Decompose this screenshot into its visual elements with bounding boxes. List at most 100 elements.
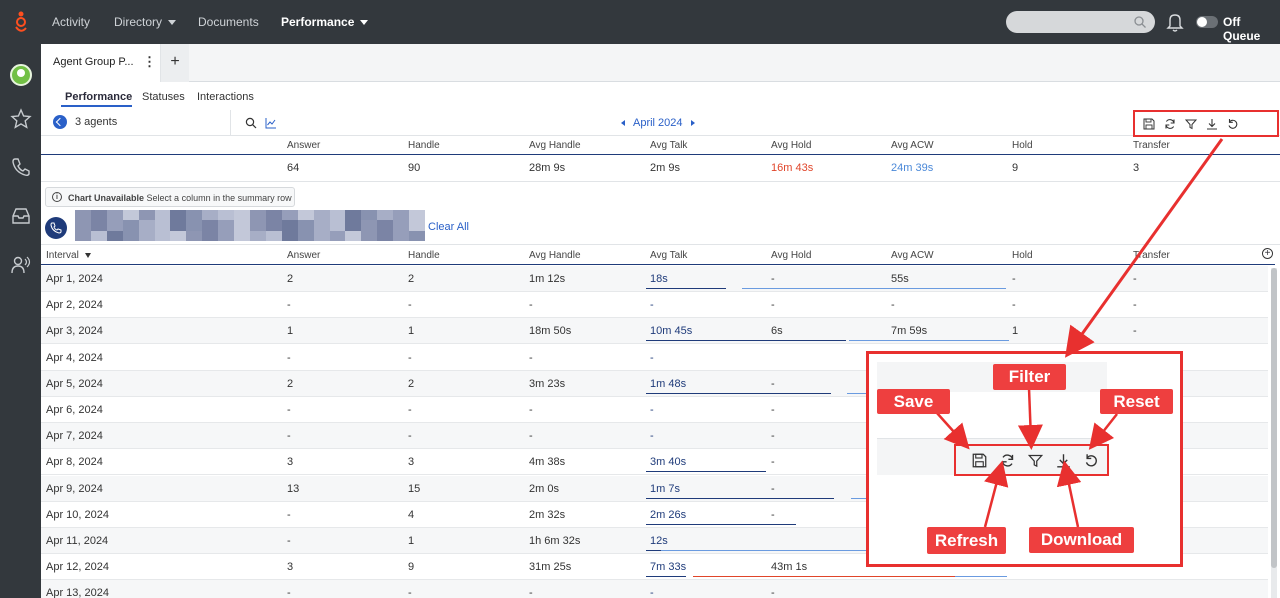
line-chart-icon[interactable]	[265, 117, 277, 129]
redaction-pixel	[250, 220, 266, 231]
save-icon[interactable]	[1143, 118, 1155, 130]
download-icon[interactable]	[1206, 118, 1218, 130]
callout-icons-highlight	[954, 444, 1109, 476]
table-cell: -	[771, 482, 775, 495]
table-col-header[interactable]: Avg ACW	[891, 250, 934, 261]
table-cell: 1h 6m 32s	[529, 535, 581, 547]
table-cell: Apr 11, 2024	[46, 535, 109, 547]
search-input[interactable]	[1006, 11, 1155, 33]
tab-agent-group-performance[interactable]: Agent Group P... ⋮	[41, 44, 161, 82]
filter-icon[interactable]	[1185, 118, 1197, 130]
summary-value[interactable]: 9	[1012, 162, 1019, 174]
table-col-header[interactable]: Transfer	[1133, 250, 1170, 261]
summary-value[interactable]: 3	[1133, 162, 1140, 174]
summary-col-header[interactable]: Avg Talk	[650, 140, 688, 151]
avatar[interactable]	[10, 64, 32, 86]
table-row[interactable]: Apr 2, 2024 - - - - - - - -	[41, 292, 1268, 319]
summary-value[interactable]: 28m 9s	[529, 162, 566, 174]
table-cell: 9	[408, 561, 415, 574]
summary-col-header[interactable]: Avg Handle	[529, 140, 581, 151]
phone-media-filter[interactable]	[45, 217, 67, 239]
table-row[interactable]: Apr 4, 2024 - - - -	[41, 345, 1268, 371]
bell-icon[interactable]	[1166, 12, 1184, 32]
table-cell: 1	[408, 535, 415, 547]
redaction-pixel	[377, 230, 394, 241]
add-column-icon[interactable]: +	[1262, 248, 1273, 259]
table-col-header[interactable]: Hold	[1012, 250, 1033, 261]
summary-value[interactable]: 24m 39s	[891, 162, 934, 174]
subtab-interactions[interactable]: Interactions	[197, 91, 254, 103]
table-row[interactable]: Apr 3, 2024 1 1 18m 50s 10m 45s 6s 7m 59s 1 -	[41, 318, 1268, 345]
redaction-pixel	[377, 210, 394, 221]
month-label[interactable]: April 2024	[633, 117, 683, 129]
table-cell: Apr 5, 2024	[46, 377, 103, 390]
scrollbar-thumb[interactable]	[1271, 268, 1277, 568]
table-row[interactable]: Apr 12, 2024 3 9 31m 25s 7m 33s 43m 1s	[41, 554, 1268, 581]
table-cell: 1m 48s	[650, 377, 687, 390]
clear-all-link[interactable]: Clear All	[428, 221, 469, 233]
summary-col-header[interactable]: Transfer	[1133, 140, 1170, 151]
table-row[interactable]: Apr 13, 2024 - - - - -	[41, 580, 1268, 598]
table-cell: 1	[408, 325, 415, 338]
next-month-button[interactable]	[691, 120, 695, 126]
search-icon[interactable]	[245, 117, 257, 129]
table-row[interactable]: Apr 10, 2024 - 4 2m 32s 2m 26s -	[41, 502, 1268, 528]
summary-col-header[interactable]: Hold	[1012, 140, 1033, 151]
metric-bar	[646, 523, 796, 525]
table-col-header[interactable]: Avg Hold	[771, 250, 811, 261]
nav-performance[interactable]: Performance	[281, 15, 369, 29]
table-col-header[interactable]: Avg Talk	[650, 250, 687, 261]
summary-col-header[interactable]: Avg Hold	[771, 140, 812, 151]
tab-bar-background	[189, 44, 1280, 81]
subtab-statuses[interactable]: Statuses	[142, 91, 185, 103]
reset-icon[interactable]	[1227, 118, 1239, 130]
summary-col-header[interactable]: Avg ACW	[891, 140, 934, 151]
redaction-pixel	[75, 230, 91, 241]
more-options-icon[interactable]: ⋮	[143, 54, 156, 69]
table-col-header[interactable]: Handle	[408, 250, 440, 261]
subtab-performance[interactable]: Performance	[65, 91, 133, 103]
table-cell: Apr 13, 2024	[46, 587, 109, 598]
nav-directory[interactable]: Directory	[114, 15, 177, 29]
table-cell: -	[771, 430, 775, 443]
table-row[interactable]: Apr 1, 2024 2 2 1m 12s 18s - 55s - -	[41, 266, 1268, 292]
summary-value[interactable]: 16m 43s	[771, 162, 814, 174]
redaction-pixel	[329, 220, 346, 231]
summary-value[interactable]: 90	[408, 162, 421, 174]
add-tab-button[interactable]: +	[161, 44, 189, 82]
summary-value[interactable]: 64	[287, 162, 300, 174]
sort-down-icon	[84, 253, 91, 258]
table-cell: -	[408, 430, 412, 443]
people-icon[interactable]	[10, 254, 32, 276]
nav-activity[interactable]: Activity	[52, 15, 91, 29]
callout-background	[877, 362, 1107, 392]
inbox-icon[interactable]	[10, 205, 32, 227]
phone-icon[interactable]	[10, 156, 32, 178]
nav-documents[interactable]: Documents	[198, 15, 259, 29]
table-scrollbar[interactable]	[1271, 268, 1277, 598]
metric-bar	[955, 576, 1007, 578]
table-cell: -	[650, 404, 654, 416]
back-button[interactable]	[53, 115, 67, 129]
summary-value[interactable]: 2m 9s	[650, 162, 680, 174]
star-icon[interactable]	[10, 108, 32, 130]
table-col-header-label: Interval	[46, 250, 79, 261]
table-col-header[interactable]: Interval	[46, 250, 91, 261]
table-cell: Apr 1, 2024	[46, 273, 103, 285]
redaction-pixel	[265, 210, 282, 221]
genesys-logo-icon[interactable]	[10, 10, 32, 34]
summary-col-header[interactable]: Answer	[287, 140, 321, 151]
refresh-icon[interactable]	[1164, 118, 1176, 130]
queue-toggle[interactable]	[1196, 16, 1218, 28]
summary-col-header[interactable]: Handle	[408, 140, 440, 151]
metric-bar	[693, 576, 973, 578]
table-cell: -	[771, 299, 775, 312]
table-row[interactable]: Apr 8, 2024 3 3 4m 38s 3m 40s -	[41, 449, 1268, 476]
metric-bar	[646, 576, 686, 578]
table-col-header[interactable]: Avg Handle	[529, 250, 581, 261]
previous-month-button[interactable]	[621, 120, 625, 126]
table-row[interactable]: Apr 6, 2024 - - - - -	[41, 397, 1268, 423]
table-cell: 2	[408, 273, 415, 285]
table-col-header[interactable]: Answer	[287, 250, 320, 261]
table-cell: 7m 33s	[650, 561, 687, 574]
